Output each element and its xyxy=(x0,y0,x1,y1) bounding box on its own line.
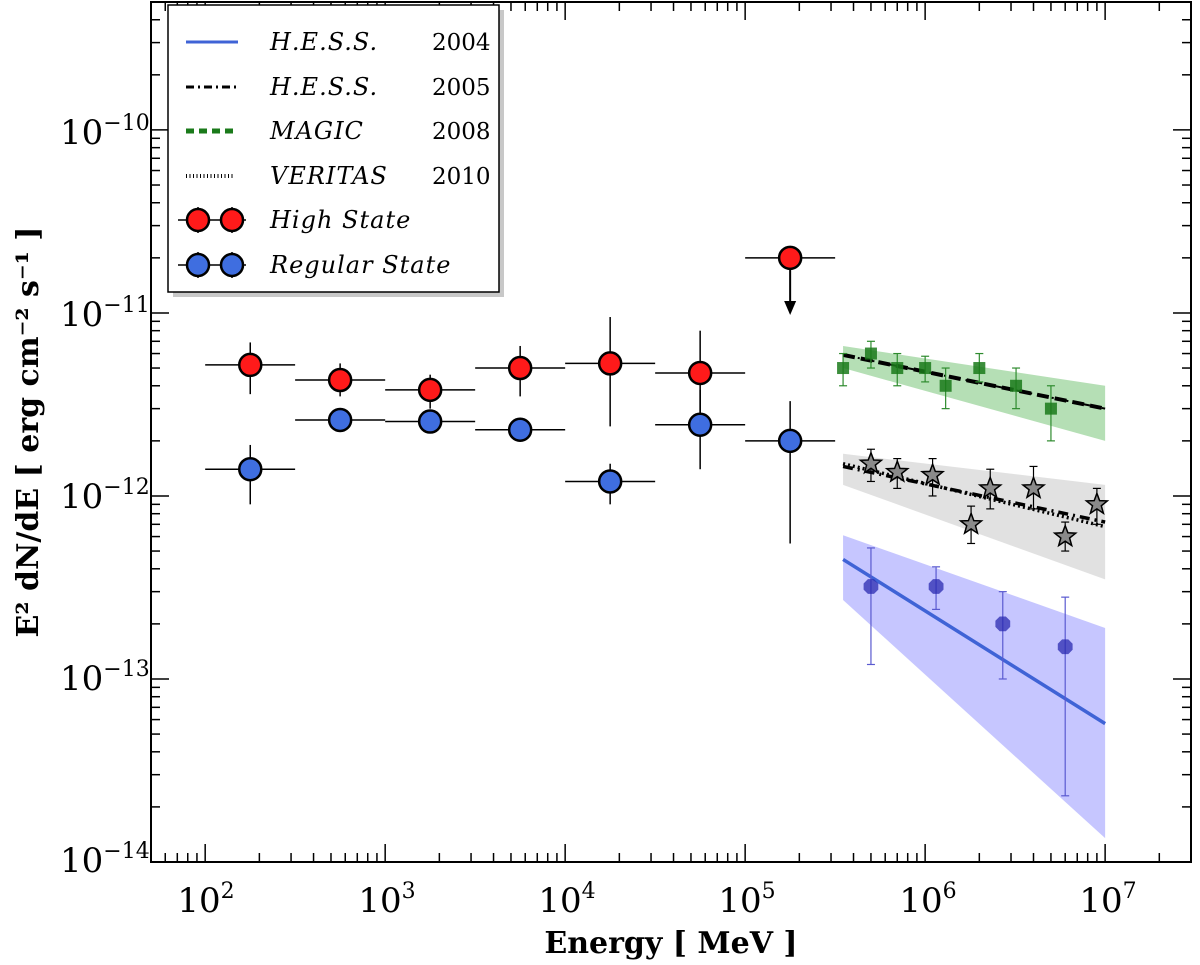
hess2005-point xyxy=(920,461,946,486)
y-axis-title: E² dN/dE [ erg cm⁻² s⁻¹ ] xyxy=(11,227,46,638)
legend-year: 2005 xyxy=(432,75,491,101)
x-tick-label: 102 xyxy=(177,879,234,921)
x-tick-label: 107 xyxy=(1079,879,1136,921)
upper-limit-arrow-head xyxy=(784,300,797,315)
hess2005-point xyxy=(977,475,1003,500)
high-state-point xyxy=(687,360,713,386)
legend-label: High State xyxy=(269,206,411,234)
y-tick-label: 10−14 xyxy=(60,839,150,881)
magic-point xyxy=(864,347,877,360)
magic-point xyxy=(891,362,904,375)
hess2004-point xyxy=(928,579,944,594)
legend-year: 2010 xyxy=(432,164,491,190)
magic-point xyxy=(919,362,932,375)
fit-line xyxy=(842,353,1106,410)
y-tick-label: 10−11 xyxy=(60,293,150,335)
x-tick-label: 104 xyxy=(538,879,595,921)
legend-swatch-regular-state xyxy=(178,252,246,278)
regular-state-point xyxy=(238,456,263,482)
hess2004-point xyxy=(863,579,879,594)
magic-point xyxy=(1010,379,1023,392)
x-tick-label: 103 xyxy=(358,879,415,921)
magic-point xyxy=(973,362,986,375)
legend-year: 2004 xyxy=(432,30,491,56)
legend-year: 2008 xyxy=(432,119,491,145)
high-state-point xyxy=(327,367,353,393)
legend-box xyxy=(167,4,500,293)
high-state-point xyxy=(507,355,533,381)
regular-state-point xyxy=(597,469,623,494)
x-tick-label: 105 xyxy=(718,879,775,921)
high-state-point xyxy=(238,352,263,378)
legend-swatch-high-state xyxy=(178,207,246,233)
confidence-band xyxy=(843,535,1106,839)
legend-label: MAGIC xyxy=(269,117,364,145)
hess2005-point xyxy=(1052,523,1078,548)
hess2005-point xyxy=(1020,475,1047,500)
legend: H.E.S.S. 2004 H.E.S.S. 2005 MAGIC 2008 V… xyxy=(167,4,504,297)
regular-state-point xyxy=(777,428,803,454)
hess2005-point xyxy=(884,458,910,483)
hess2004-point xyxy=(995,616,1011,632)
hess2005-point xyxy=(1084,491,1110,515)
y-tick-label: 10−12 xyxy=(60,475,150,517)
magic-point xyxy=(939,379,952,392)
x-axis-title: Energy [ MeV ] xyxy=(544,926,797,961)
magic-point xyxy=(837,362,850,375)
fit-line xyxy=(842,557,1107,726)
regular-state-point xyxy=(327,407,353,433)
legend-label: Regular State xyxy=(269,251,451,279)
high-state-point xyxy=(417,377,443,403)
y-tick-label: 10−13 xyxy=(60,657,150,699)
hess2005-point xyxy=(958,511,984,535)
regular-state-point xyxy=(417,409,443,434)
hess2004-point xyxy=(1057,639,1073,655)
high-state-point xyxy=(597,351,623,376)
magic-point xyxy=(1044,402,1057,415)
hess2005-point xyxy=(858,450,884,475)
legend-label: VERITAS xyxy=(270,162,388,190)
regular-state-point xyxy=(687,412,713,437)
y-tick-label: 10−10 xyxy=(60,111,150,153)
x-tick-label: 106 xyxy=(899,879,956,921)
tev-fit-lines xyxy=(842,352,1107,726)
upper-limit-point xyxy=(777,245,803,271)
axis-ticks xyxy=(150,1,1192,863)
confidence-band xyxy=(843,345,1106,441)
regular-state-point xyxy=(507,417,533,443)
data-points xyxy=(205,245,1110,797)
legend-label: H.E.S.S. xyxy=(269,28,378,56)
legend-label: H.E.S.S. xyxy=(269,73,378,101)
